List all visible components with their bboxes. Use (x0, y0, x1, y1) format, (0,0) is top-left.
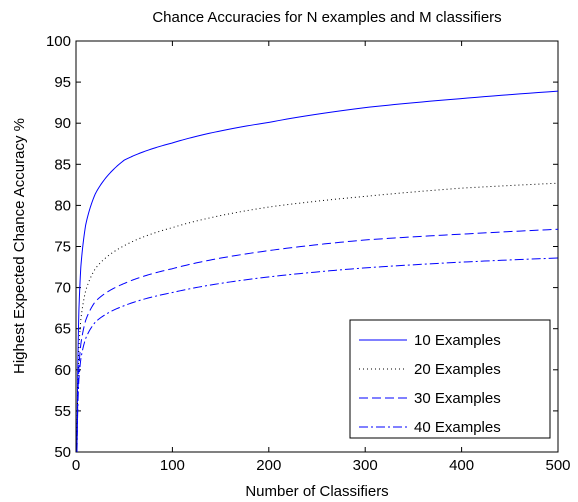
y-tick-label: 60 (54, 362, 71, 379)
y-tick-label: 70 (54, 280, 71, 297)
y-tick-label: 95 (54, 74, 71, 91)
y-tick-label: 90 (54, 115, 71, 132)
series-line-1 (76, 90, 559, 453)
series-line-4 (76, 257, 559, 453)
chart-title: Chance Accuracies for N examples and M c… (152, 9, 501, 26)
x-tick-label: 0 (72, 457, 80, 474)
y-tick-label: 80 (54, 197, 71, 214)
series-line-3 (76, 228, 559, 453)
x-axis-label: Number of Classifiers (245, 483, 388, 500)
legend-label-4: 40 Examples (414, 419, 501, 436)
legend-label-2: 20 Examples (414, 361, 501, 378)
legend-label-1: 10 Examples (414, 332, 501, 349)
x-tick-label: 300 (353, 457, 378, 474)
y-tick-label: 75 (54, 239, 71, 256)
plot-area: 0 100 200 300 400 500 50 55 60 65 70 75 80 85 90 95 100 1… (46, 33, 571, 474)
y-tick-label: 50 (54, 444, 71, 461)
y-tick-label: 55 (54, 403, 71, 420)
x-tick-label: 100 (160, 457, 185, 474)
y-axis-label: Highest Expected Chance Accuracy % (11, 118, 28, 374)
y-tick-label: 85 (54, 156, 71, 173)
x-tick-label: 500 (545, 457, 570, 474)
y-tick-label: 100 (46, 33, 71, 50)
legend-label-3: 30 Examples (414, 390, 501, 407)
x-tick-label: 200 (256, 457, 281, 474)
x-tick-label: 400 (449, 457, 474, 474)
y-tick-label: 65 (54, 321, 71, 338)
